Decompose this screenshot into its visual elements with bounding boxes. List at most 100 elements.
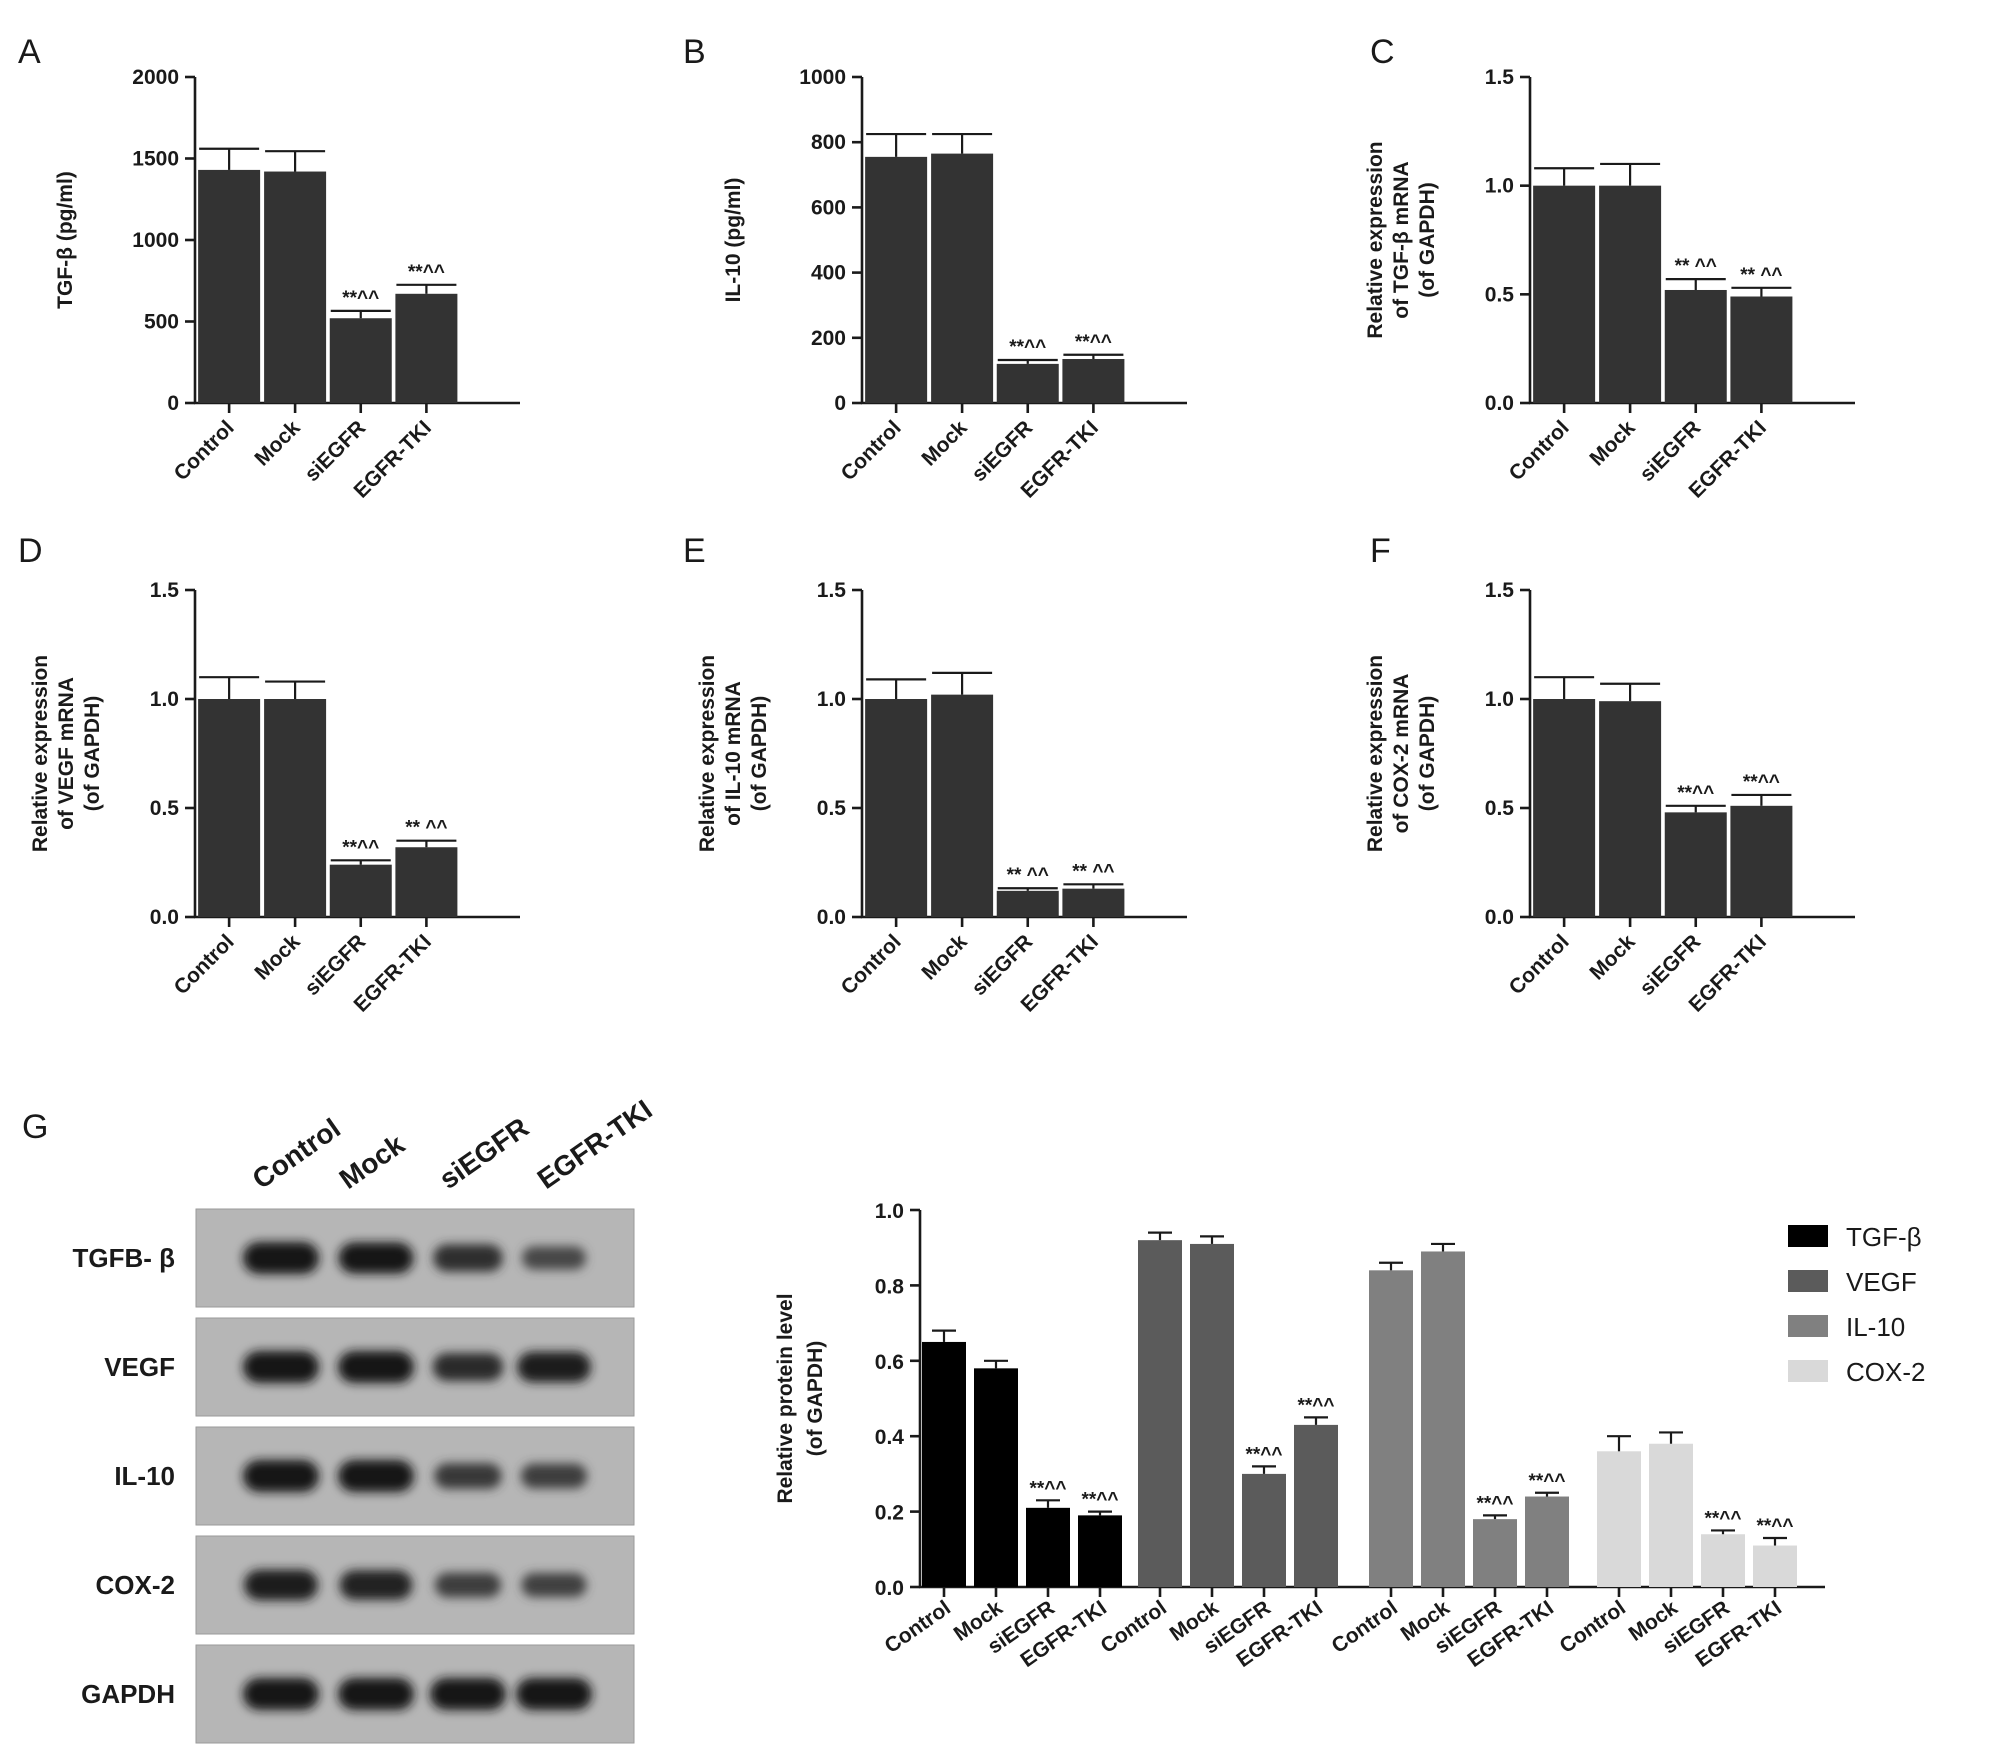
- blot-row-label: TGFB- β: [72, 1243, 175, 1273]
- blot-band: [338, 1242, 414, 1274]
- panel-letter: A: [18, 33, 41, 71]
- y-tick-label: 0.0: [817, 906, 846, 929]
- significance-label: ** ^^: [1072, 861, 1114, 882]
- y-tick-label: 1.0: [1485, 688, 1514, 711]
- y-tick-label: 1.5: [1485, 579, 1515, 602]
- y-tick-label: 400: [811, 262, 846, 285]
- y-axis-label-line: of TGF-β mRNA: [1390, 161, 1413, 318]
- bar: [1599, 185, 1662, 403]
- bar: [1597, 1451, 1641, 1587]
- bar: [996, 890, 1059, 917]
- bar: [264, 171, 327, 403]
- blot-lane-label: siEGFR: [434, 1112, 535, 1195]
- y-tick-label: 1.0: [817, 688, 846, 711]
- panel-c-chart: C 0.0 0.5 1.0 1.5 Relative expression of TGF-β…: [1364, 33, 1855, 503]
- bar: [264, 699, 327, 917]
- x-tick-label: Mock: [1585, 930, 1639, 984]
- panel-f-chart: F 0.0 0.5 1.0 1.5 Relative expression of COX-2…: [1364, 532, 1855, 1017]
- blot-row-label: GAPDH: [81, 1679, 175, 1709]
- significance-label: **^^: [1743, 772, 1780, 793]
- bar: [931, 153, 994, 403]
- y-tick-label: 0.5: [817, 797, 847, 820]
- significance-label: **^^: [342, 837, 379, 858]
- blot-band: [339, 1570, 413, 1600]
- significance-label: **^^: [1477, 1493, 1514, 1514]
- y-tick-label: 1500: [132, 148, 179, 171]
- bar: [1138, 1240, 1182, 1587]
- significance-label: ** ^^: [1007, 865, 1049, 886]
- legend-swatch: [1788, 1360, 1828, 1382]
- blot-strip-border: [195, 1426, 635, 1526]
- y-tick-label: 1.0: [1485, 175, 1514, 198]
- bar: [198, 699, 261, 917]
- bar: [1730, 805, 1793, 917]
- panel-b-chart: B 0 200 400 600 800 1000 IL-10 (pg/ml) Control Mo…: [683, 33, 1187, 503]
- bar: [1294, 1424, 1338, 1587]
- y-axis-label-line: (of GAPDH): [1416, 696, 1439, 811]
- blot-strip-border: [195, 1317, 635, 1417]
- blot-band: [244, 1569, 318, 1601]
- blot-band: [338, 1460, 414, 1492]
- blot-band: [521, 1573, 587, 1597]
- bar: [1369, 1270, 1413, 1587]
- y-tick-label: 0.8: [875, 1275, 905, 1298]
- y-axis-label-line: (of GAPDH): [804, 1341, 827, 1456]
- x-tick-label: Control: [1097, 1596, 1171, 1658]
- legend-label: COX-2: [1846, 1357, 1925, 1387]
- y-tick-label: 1.0: [875, 1200, 904, 1223]
- y-axis-label-line: (of GAPDH): [1416, 182, 1439, 297]
- bar: [865, 156, 928, 403]
- y-tick-label: 0.6: [875, 1351, 904, 1374]
- bar: [1421, 1251, 1465, 1587]
- significance-label: **^^: [1529, 1471, 1566, 1492]
- blot-band: [516, 1678, 592, 1710]
- bar: [198, 169, 261, 403]
- x-tick-label: Control: [837, 930, 906, 999]
- blot-row-label: VEGF: [104, 1352, 175, 1382]
- bar: [1026, 1507, 1070, 1587]
- y-axis-label-line: (of GAPDH): [81, 696, 104, 811]
- x-tick-label: Control: [1328, 1596, 1402, 1658]
- y-tick-label: 1.5: [150, 579, 180, 602]
- blot-band: [520, 1463, 588, 1489]
- significance-label: **^^: [1677, 783, 1714, 804]
- bar: [931, 694, 994, 917]
- significance-label: **^^: [1075, 332, 1112, 353]
- legend-swatch: [1788, 1225, 1828, 1247]
- blot-row-label: IL-10: [114, 1461, 175, 1491]
- bar: [1533, 185, 1596, 403]
- significance-label: ** ^^: [1740, 265, 1782, 286]
- legend-label: IL-10: [1846, 1312, 1905, 1342]
- x-tick-label: Mock: [917, 416, 971, 470]
- y-tick-label: 0.2: [875, 1502, 904, 1525]
- x-tick-label: Control: [170, 416, 239, 485]
- y-tick-label: 2000: [132, 66, 179, 89]
- x-tick-label: Control: [170, 930, 239, 999]
- bar: [1753, 1545, 1797, 1587]
- blot-band: [338, 1351, 414, 1383]
- bar: [974, 1368, 1018, 1587]
- panel-letter: C: [1370, 33, 1395, 71]
- panel-g-protein-chart: 0.0 0.2 0.4 0.6 0.8 1.0 Relative protein level…: [774, 1200, 1925, 1672]
- y-tick-label: 0.4: [875, 1426, 905, 1449]
- blot-band: [517, 1351, 591, 1383]
- significance-label: **^^: [1246, 1444, 1283, 1465]
- significance-label: **^^: [1298, 1395, 1335, 1416]
- bar: [1664, 289, 1727, 403]
- x-tick-label: Control: [1505, 930, 1574, 999]
- panel-a-chart: A 0 500 1000 1500 2000 TGF-β (pg/ml) Control Moc…: [18, 33, 520, 503]
- panel-letter: G: [22, 1108, 48, 1146]
- y-tick-label: 0.0: [150, 906, 179, 929]
- y-axis-label-line: of VEGF mRNA: [55, 677, 78, 830]
- blot-band: [434, 1463, 502, 1489]
- bar: [1701, 1534, 1745, 1587]
- y-tick-label: 800: [811, 131, 846, 154]
- blot-band: [243, 1351, 319, 1383]
- significance-label: **^^: [1009, 337, 1046, 358]
- y-tick-label: 0.0: [875, 1577, 904, 1600]
- y-tick-label: 1000: [132, 229, 179, 252]
- x-tick-label: Control: [1556, 1596, 1630, 1658]
- y-axis-label-line: Relative expression: [29, 655, 52, 852]
